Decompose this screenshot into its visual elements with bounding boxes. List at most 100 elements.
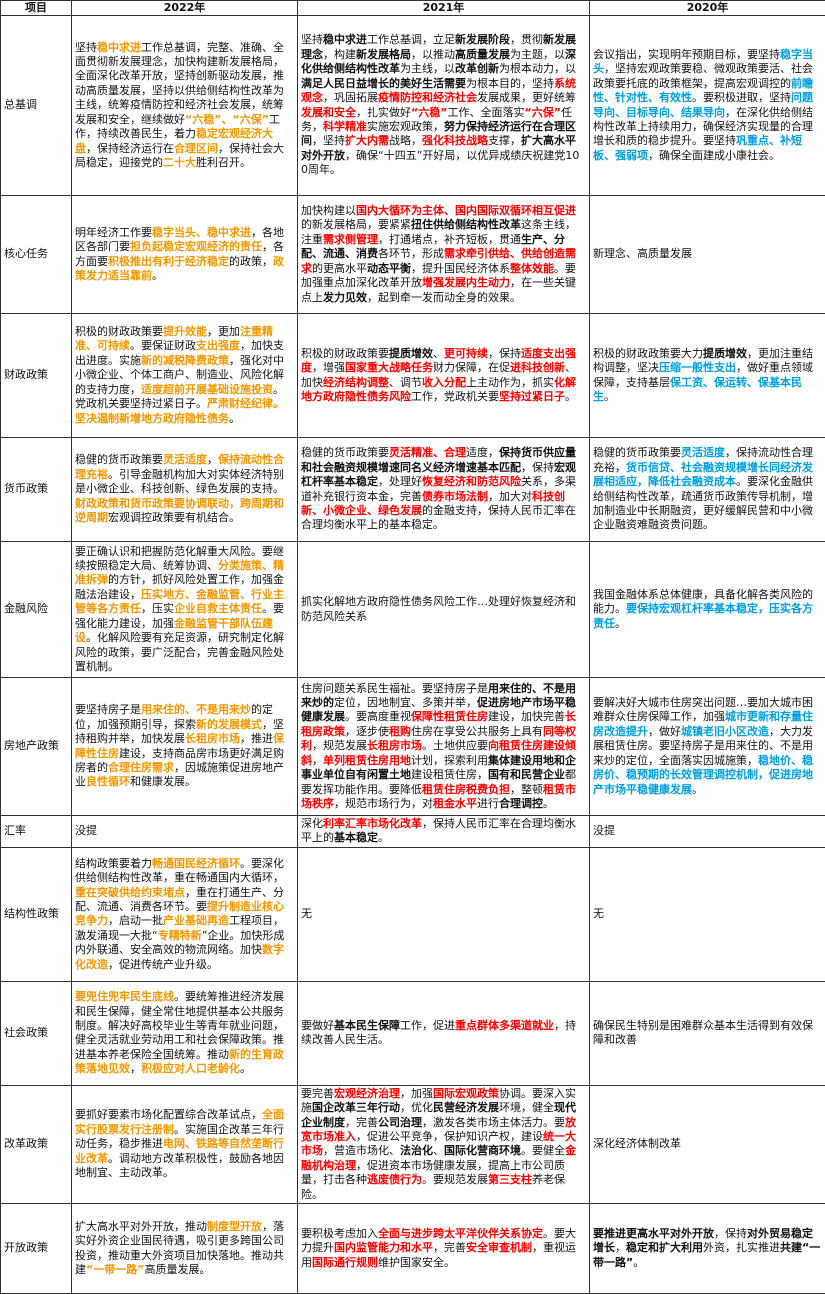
text-segment: 各环节，形成: [378, 247, 444, 260]
text-segment: 。要规范发展: [422, 1173, 488, 1186]
text-segment: ，坚持宏观政策要稳、微观政策要活、社会政策要托底的政策框架，提高宏观调控的: [593, 62, 813, 89]
text-segment: 收入分配: [422, 376, 466, 389]
table-row: 开放政策扩大高水平对外开放，推动制度型开放，落实好外资企业国民待遇，吸引更多跨国…: [1, 1204, 825, 1294]
text-segment: 胜利召开。: [196, 156, 251, 169]
text-segment: “一带一路”: [86, 1263, 144, 1276]
cell-2020: 确保民生特别是困难群众基本生活得到有效保障和改善: [590, 981, 825, 1085]
text-segment: 上主动作为，抓实: [466, 376, 554, 389]
text-segment: 抓实化解地方政府隐性债务风险工作…处理好恢复经济和防范风险关系: [301, 595, 576, 622]
text-segment: 加快构建以: [301, 204, 356, 217]
text-segment: 要完善: [301, 1087, 334, 1100]
cell-2022: 明年经济工作要稳字当头、稳中求进，各地区各部门要担负起稳定宏观经济的责任，各方面…: [72, 196, 298, 314]
text-segment: 动态平衡: [367, 262, 411, 275]
text-segment: 支撑，: [488, 134, 521, 147]
text-segment: ，保持: [521, 461, 554, 474]
text-segment: 更可持续: [444, 347, 488, 360]
text-segment: ，完善: [433, 1241, 466, 1254]
text-segment: 灵活适度: [163, 453, 207, 466]
text-segment: ，巩固拓展: [323, 91, 378, 104]
cell-2022: 结构政策要着力畅通国民经济循环。要深化供给侧结构性改革，重在畅通国内大循环，重在…: [72, 847, 298, 981]
text-segment: 更高水平对外开放: [626, 1227, 714, 1240]
text-segment: 要坚持房子是: [75, 703, 141, 716]
text-segment: ，: [207, 453, 218, 466]
text-segment: 没提: [75, 824, 97, 837]
text-segment: 要做好: [301, 1019, 334, 1032]
text-segment: “六保”: [524, 106, 560, 119]
text-segment: 合理调控: [499, 797, 543, 810]
text-segment: 灵活精准、合理: [389, 446, 466, 459]
text-segment: 扩大高水平对外开放，推动: [75, 1220, 207, 1233]
text-segment: ，规范发展: [312, 739, 367, 752]
text-segment: 租购: [389, 725, 411, 738]
text-segment: 产业基础再造: [163, 914, 229, 927]
text-segment: 积极的财政政策要大力: [593, 347, 703, 360]
text-segment: 没提: [593, 824, 615, 837]
row-category: 货币政策: [1, 438, 72, 542]
text-segment: 。: [692, 783, 703, 796]
row-category: 总基调: [1, 16, 72, 196]
text-segment: 的政策，: [229, 255, 273, 268]
text-segment: 提升效能: [163, 325, 207, 338]
text-segment: 财力保障，在促: [433, 361, 510, 374]
text-segment: 稳健的货币政策要: [75, 453, 163, 466]
table-row: 汇率没提深化利率汇率市场化改革，保持人民币汇率在合理均衡水平上的基本稳定。没提: [1, 816, 825, 848]
cell-2022: 稳健的货币政策要灵活适度，保持流动性合理充裕。引导金融机构加大对实体经济特别是小…: [72, 438, 298, 542]
text-segment: ，: [130, 1062, 141, 1075]
text-segment: 战略，: [389, 134, 422, 147]
text-segment: 。要健全: [521, 1144, 565, 1157]
text-segment: 强化科技战略: [422, 134, 488, 147]
text-segment: 、调节: [389, 376, 422, 389]
text-segment: ，营造市场化、: [323, 1144, 400, 1157]
text-segment: 深化: [301, 817, 323, 830]
text-segment: ，压实: [141, 602, 174, 615]
text-segment: 国内大循环为主体、国内国际双循环相互促进: [356, 204, 576, 217]
text-segment: 积极的财政政策要: [75, 325, 163, 338]
text-segment: 。: [604, 390, 615, 403]
text-segment: 为根本动力，以: [499, 62, 576, 75]
text-segment: 利率汇率市场化改革: [323, 817, 422, 830]
text-segment: 积极推出有利于经济稳定: [108, 255, 229, 268]
text-segment: 债券市场法制: [422, 490, 488, 503]
cell-2022: 要抓好要素市场化配置综合改革试点，全面实行股票发行注册制。实施国企改革三年行动任…: [72, 1085, 298, 1203]
cell-2020: 会议指出，实现明年预期目标，要坚持稳字当头，坚持宏观政策要稳、微观政策要活、社会…: [590, 16, 825, 196]
text-segment: ，逐步使: [345, 725, 389, 738]
text-segment: 国企改革三年行动: [312, 1101, 400, 1114]
text-segment: 稳健的货币政策要: [593, 446, 681, 459]
text-segment: 恢复经济和防范风险: [422, 475, 521, 488]
text-segment: 全面与进步跨太平洋伙伴关系协定: [378, 1227, 543, 1240]
text-segment: 基本稳定: [334, 831, 378, 844]
row-category: 房地产政策: [1, 678, 72, 816]
text-segment: 需求侧管理: [323, 233, 378, 246]
text-segment: 满足人民日益增长的美好生活需要: [301, 77, 466, 90]
text-segment: 良性循环: [86, 775, 130, 788]
text-segment: 灵活适度: [681, 446, 725, 459]
text-segment: 重在突破供给约束堵点: [75, 886, 185, 899]
text-segment: 工作，党政机关要: [411, 390, 499, 403]
text-segment: ，促进公平竞争，保护知识产权，建设: [356, 1130, 543, 1143]
table-row: 总基调坚持稳中求进工作总基调，完整、准确、全面贯彻新发展理念，加快构建新发展格局…: [1, 16, 825, 196]
text-segment: 工作总基调，立足: [367, 33, 455, 46]
cell-2022: 要兜住兜牢民生底线。要统筹推进经济发展和民生保障，健全常住地提供基本公共服务制度…: [72, 981, 298, 1085]
cell-2020: 无: [590, 847, 825, 981]
row-category: 核心任务: [1, 196, 72, 314]
text-segment: 和健康发展。: [130, 775, 196, 788]
text-segment: ，启动一批: [108, 914, 163, 927]
text-segment: 适度，: [466, 446, 499, 459]
text-segment: 长租房市场: [367, 739, 422, 752]
text-segment: 。要高度重视: [345, 710, 411, 723]
text-segment: 进行: [477, 797, 499, 810]
text-segment: 疫情防控和经济社会: [378, 91, 477, 104]
text-segment: 。: [615, 617, 626, 630]
text-segment: 环境，健全: [499, 1101, 554, 1114]
cell-2020: 稳健的货币政策要灵活适度，保持流动性合理充裕，货币信贷、社会融资规模增长同经济发…: [590, 438, 825, 542]
text-segment: 。: [240, 1062, 251, 1075]
text-segment: ，增强: [312, 361, 345, 374]
text-segment: 提质增效: [703, 347, 747, 360]
text-segment: 提质增效: [389, 347, 433, 360]
text-segment: 国际宏观政策: [433, 1087, 499, 1100]
text-segment: 积极的财政政策要: [301, 347, 389, 360]
text-segment: 坚持: [75, 41, 97, 54]
text-segment: 宏观调控政策要有机结合。: [108, 511, 240, 524]
text-segment: “六稳”: [411, 106, 447, 119]
text-segment: 用来住的、不是用来炒: [141, 703, 251, 716]
